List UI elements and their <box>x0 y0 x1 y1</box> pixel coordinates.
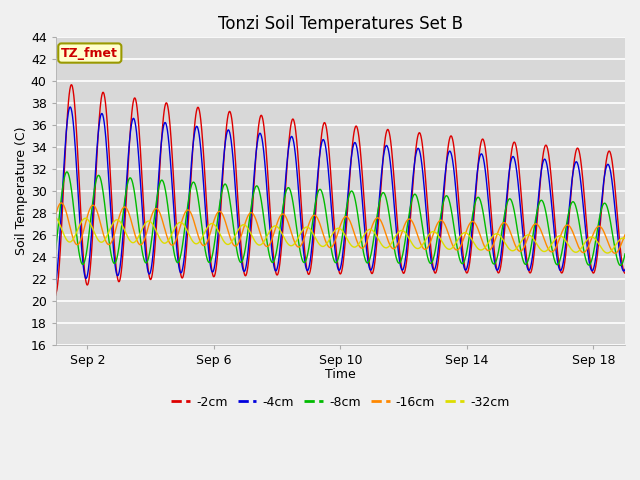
-4cm <box>355 160 363 166</box>
-2cm <box>52 292 60 298</box>
Line: -4cm: -4cm <box>56 107 625 284</box>
-8cm <box>296 249 304 255</box>
-2cm <box>68 82 76 88</box>
-32cm <box>305 225 313 231</box>
-2cm <box>621 270 629 276</box>
-4cm <box>67 104 74 110</box>
-32cm <box>86 219 93 225</box>
-32cm <box>543 248 550 253</box>
-32cm <box>296 232 304 238</box>
-32cm <box>418 243 426 249</box>
-4cm <box>306 262 314 268</box>
Line: -8cm: -8cm <box>56 172 625 265</box>
-4cm <box>296 211 304 216</box>
-2cm <box>296 186 304 192</box>
-2cm <box>355 135 363 141</box>
Title: Tonzi Soil Temperatures Set B: Tonzi Soil Temperatures Set B <box>218 15 463 33</box>
-8cm <box>306 241 314 247</box>
-8cm <box>621 251 629 257</box>
-32cm <box>621 236 629 241</box>
-32cm <box>355 241 362 247</box>
-16cm <box>621 232 629 238</box>
Text: TZ_fmet: TZ_fmet <box>61 47 118 60</box>
-16cm <box>296 243 304 249</box>
-32cm <box>604 250 611 256</box>
-16cm <box>86 206 93 212</box>
Line: -32cm: -32cm <box>56 217 625 253</box>
-8cm <box>543 215 550 220</box>
-8cm <box>355 220 363 226</box>
Line: -16cm: -16cm <box>56 203 625 253</box>
-32cm <box>52 214 60 220</box>
-8cm <box>52 246 60 252</box>
-16cm <box>52 212 60 217</box>
-2cm <box>306 271 314 276</box>
-2cm <box>418 139 426 144</box>
-2cm <box>543 144 550 149</box>
-4cm <box>52 281 60 287</box>
-8cm <box>418 220 426 226</box>
-16cm <box>418 243 426 249</box>
-4cm <box>621 266 629 272</box>
-8cm <box>616 263 624 268</box>
-16cm <box>306 219 314 225</box>
-4cm <box>86 255 93 261</box>
-16cm <box>58 200 65 206</box>
-16cm <box>611 251 619 256</box>
Legend: -2cm, -4cm, -8cm, -16cm, -32cm: -2cm, -4cm, -8cm, -16cm, -32cm <box>166 391 515 414</box>
Line: -2cm: -2cm <box>56 85 625 295</box>
-4cm <box>418 162 426 168</box>
-16cm <box>355 243 363 249</box>
X-axis label: Time: Time <box>325 368 356 381</box>
-4cm <box>543 162 550 168</box>
-8cm <box>86 226 93 231</box>
-2cm <box>86 272 93 277</box>
-16cm <box>543 243 550 249</box>
-8cm <box>63 169 71 175</box>
Y-axis label: Soil Temperature (C): Soil Temperature (C) <box>15 127 28 255</box>
